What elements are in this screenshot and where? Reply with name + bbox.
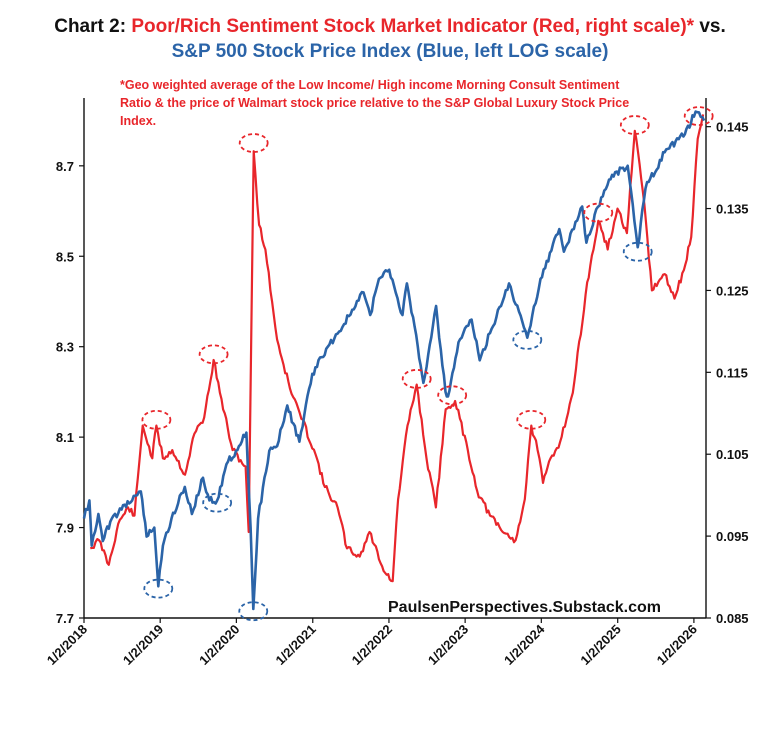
series-lines [82,110,706,611]
left-tick-label: 8.1 [56,430,74,445]
blue-trough-marker [202,492,233,513]
x-tick-label: 1/2/2019 [120,622,166,668]
left-tick-label: 7.9 [56,521,74,536]
chart-title: Chart 2: Poor/Rich Sentiment Stock Marke… [40,14,740,64]
x-tick-label: 1/2/2022 [349,622,395,668]
left-tick-label: 7.7 [56,611,74,626]
x-tick-label: 1/2/2025 [577,622,623,668]
red-peak-marker [619,115,650,135]
x-tick-label: 1/2/2024 [501,621,548,668]
right-tick-label: 0.145 [716,120,749,135]
blue-trough-marker [238,601,269,622]
sentiment-series-line [89,114,705,583]
right-tick-label: 0.105 [716,447,749,462]
red-peak-marker [683,106,714,126]
title-prefix: Chart 2: [54,16,132,37]
x-tick-label: 1/2/2026 [654,622,700,668]
title-blue-part: S&P 500 Stock Price Index (Blue, left LO… [171,41,609,62]
x-tick-label: 1/2/2021 [272,622,318,668]
red-peak-marker [198,344,229,365]
red-peak-marker [141,409,172,430]
right-tick-label: 0.095 [716,529,749,544]
blue-trough-marker [143,578,174,599]
left-tick-label: 8.7 [56,159,74,174]
x-tick-label: 1/2/2018 [44,622,90,668]
credit-text: PaulsenPerspectives.Substack.com [388,599,661,616]
highlight-markers [141,106,714,622]
left-tick-label: 8.3 [56,340,74,355]
right-tick-label: 0.115 [716,365,748,380]
sp500-series-line [82,110,706,611]
red-peak-marker [437,385,468,406]
red-peak-marker [238,133,269,153]
right-tick-label: 0.125 [716,283,749,298]
blue-trough-marker [622,241,653,262]
title-red-part: Poor/Rich Sentiment Stock Market Indicat… [131,16,695,37]
title-middle: vs. [694,16,726,37]
red-peak-marker [583,202,614,223]
right-tick-label: 0.085 [716,611,749,626]
x-tick-label: 1/2/2020 [196,622,242,668]
x-tick-label: 1/2/2023 [425,622,471,668]
right-tick-label: 0.135 [716,202,749,217]
red-peak-marker [401,368,432,389]
red-peak-marker [516,409,547,430]
left-tick-label: 8.5 [56,249,74,264]
blue-trough-marker [512,330,543,350]
footnote: *Geo weighted average of the Low Income/… [120,78,630,128]
